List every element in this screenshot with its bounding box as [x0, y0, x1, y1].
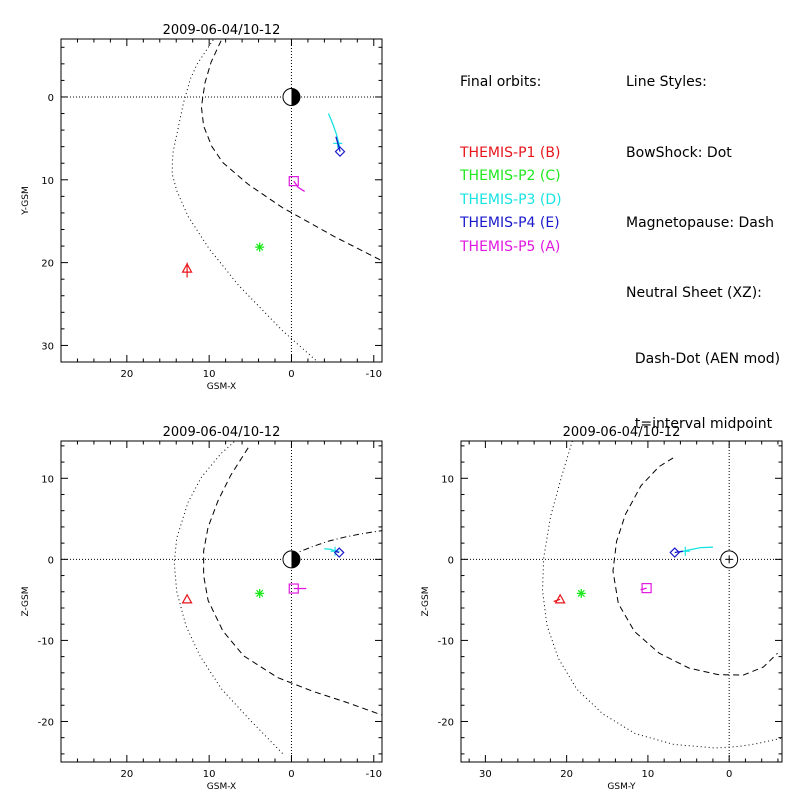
y-tick-label: 0	[48, 555, 54, 566]
probe-marker-diamond	[333, 547, 345, 558]
y-tick-label: 0	[448, 555, 454, 566]
magnetopause-curve	[200, 40, 382, 262]
probe-marker-square	[641, 583, 652, 594]
line-style-neutral-sheet-time: t=interval midpoint	[626, 415, 773, 432]
x-axis-label: GSM-Y	[607, 782, 636, 792]
orbits-legend: Final orbits: THEMIS-P1 (B) THEMIS-P2 (C)…	[460, 24, 562, 283]
probe-track	[335, 136, 341, 152]
plot-title: 2009-06-04/10-12	[163, 23, 281, 38]
x-axis-label: GSM-X	[207, 782, 236, 792]
probe-legend-item: THEMIS-P2 (C)	[460, 168, 561, 184]
probe-track	[640, 587, 647, 591]
plot-area	[61, 441, 382, 762]
probe-marker-square	[288, 176, 299, 187]
probe-marker-asterisk	[256, 589, 264, 598]
probe-marker-triangle	[181, 593, 193, 604]
line-styles-legend: Line Styles: BowShock: Dot Magnetopause:…	[626, 24, 780, 456]
line-style-magnetopause: Magnetopause: Dash	[626, 215, 775, 231]
magnetopause-curve	[203, 447, 382, 716]
x-tick-label: 10	[203, 769, 216, 780]
x-tick-label: 30	[479, 769, 492, 780]
plot-area	[61, 39, 382, 362]
plot-frame	[60, 38, 383, 363]
xy-plane-plot: 2009-06-04/10-12 20 10 0 -10 0 10 20 30 GSM-X Y-GS…	[21, 23, 383, 392]
y-tick-label: -20	[38, 717, 54, 728]
y-axis-label: Y-GSM	[21, 186, 31, 215]
plot-frame	[60, 440, 383, 763]
probe-legend-item: THEMIS-P5 (A)	[460, 238, 561, 255]
plot-title: 2009-06-04/10-12	[563, 425, 681, 440]
y-tick-label: 10	[41, 474, 54, 485]
probe-legend-item: THEMIS-P4 (E)	[460, 215, 560, 231]
plot-area	[461, 441, 782, 762]
bowshock-curve	[171, 39, 319, 362]
line-style-neutral-sheet: Neutral Sheet (XZ):	[626, 284, 762, 301]
probe-marker-square	[288, 583, 299, 594]
line-styles-title: Line Styles:	[626, 74, 707, 90]
bowshock-curve	[542, 441, 782, 749]
y-tick-label: 0	[48, 93, 54, 104]
x-tick-label: 20	[120, 769, 133, 780]
bowshock-curve	[173, 441, 284, 754]
x-tick-label: 10	[203, 369, 216, 380]
y-tick-label: 10	[41, 176, 54, 187]
probe-marker-asterisk	[577, 589, 585, 598]
x-tick-label: 10	[642, 769, 655, 780]
neutral-sheet-curve	[291, 530, 382, 556]
plot-frame	[460, 440, 783, 763]
probe-marker-asterisk	[256, 243, 264, 251]
x-tick-label: 0	[288, 769, 294, 780]
xz-plane-plot: 2009-06-04/10-12 20 10 0 -10 10 0 -10 -20 GSM-X Z-…	[21, 425, 383, 792]
y-tick-label: -10	[38, 636, 54, 647]
probe-track	[327, 113, 341, 149]
y-axis-label: Z-GSM	[421, 586, 431, 616]
y-axis-label: Z-GSM	[21, 586, 31, 616]
magnetopause-curve	[612, 457, 778, 676]
y-tick-label: 10	[441, 474, 454, 485]
y-tick-label: 20	[41, 259, 54, 270]
x-tick-label: 0	[288, 369, 294, 380]
x-tick-label: 0	[726, 769, 732, 780]
y-tick-label: -20	[438, 717, 454, 728]
x-axis-label: GSM-X	[207, 382, 236, 392]
yz-plane-plot: 2009-06-04/10-12 30 20 10 0 10 0 -10 -20 GSM-Y Z-G…	[421, 425, 783, 792]
x-tick-label: -10	[366, 769, 382, 780]
line-style-bowshock: BowShock: Dot	[626, 144, 732, 161]
probe-legend-item: THEMIS-P1 (B)	[460, 144, 561, 161]
probe-legend-list: THEMIS-P1 (B) THEMIS-P2 (C) THEMIS-P3 (D) T…	[460, 142, 562, 260]
y-tick-label: 30	[41, 341, 54, 352]
x-tick-label: -10	[366, 369, 382, 380]
probe-legend-item: THEMIS-P3 (D)	[460, 191, 562, 208]
probe-marker-diamond	[669, 547, 681, 558]
probe-marker-triangle	[554, 593, 566, 604]
line-style-neutral-sheet-model: Dash-Dot (AEN mod)	[626, 350, 781, 367]
orbits-legend-title: Final orbits:	[460, 74, 542, 90]
plot-title: 2009-06-04/10-12	[163, 425, 281, 440]
probe-marker-triangle	[181, 262, 193, 273]
probe-track	[293, 180, 305, 192]
probe-marker-diamond	[334, 146, 346, 157]
x-tick-label: 20	[560, 769, 573, 780]
earth-night-side	[291, 88, 300, 106]
earth-night-side	[291, 550, 300, 568]
y-tick-label: -10	[438, 636, 454, 647]
x-tick-label: 20	[120, 369, 133, 380]
